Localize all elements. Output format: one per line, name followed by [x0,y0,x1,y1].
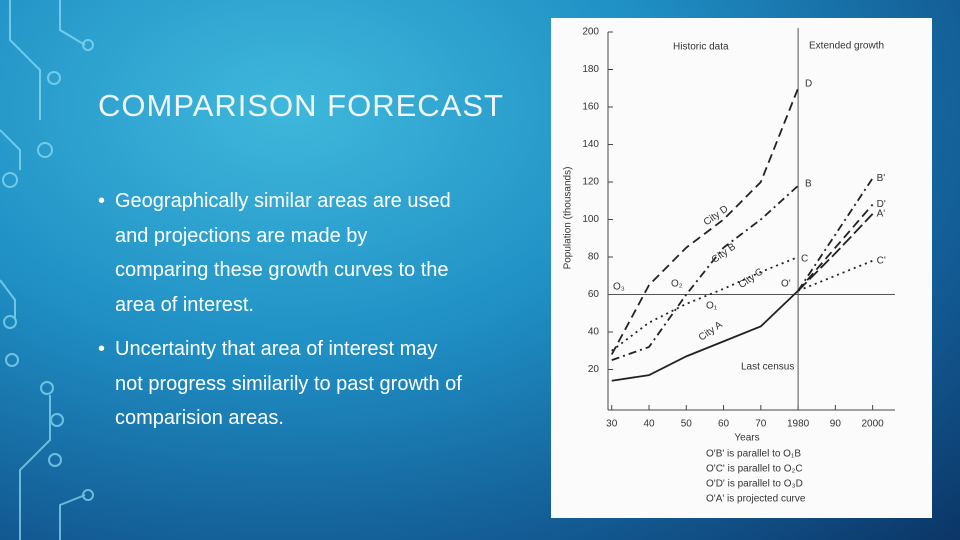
x-axis-label: Years [734,433,759,444]
y-tick-label: 140 [582,139,599,150]
annotation: O₃ [613,282,625,293]
y-tick-label: 20 [588,364,600,375]
figure-background [551,18,932,518]
annotation: Historic data [673,42,729,53]
y-tick-label: 120 [582,177,599,188]
x-tick-label: 60 [718,419,730,430]
annotation: C [801,254,808,265]
y-tick-label: 200 [582,27,599,38]
x-tick-label: 1980 [787,419,810,430]
annotation: Extended growth [809,41,884,52]
bullet-line: comparision areas. [115,407,284,429]
y-tick-label: 160 [582,102,599,113]
annotation: Last census [741,362,794,373]
note: O'B' is parallel to O₁B [706,449,801,460]
annotation: B [805,179,812,190]
y-tick-label: 60 [588,289,600,300]
bullet-marker: • [98,190,106,212]
circuit-decoration [0,0,94,540]
x-tick-label: 90 [830,419,842,430]
y-tick-label: 180 [582,64,599,75]
x-tick-label: 40 [643,419,655,430]
note: O'C' is parallel to O₂C [706,464,803,475]
series-label: D' [877,199,886,210]
annotation: O' [781,279,791,290]
series-line [611,290,799,382]
annotation: D [805,79,812,90]
series-line [611,256,799,352]
y-tick-label: 100 [582,214,599,225]
annotation: O₂ [671,279,683,290]
slide-title: COMPARISON FORECAST [98,88,504,123]
x-tick-label: 30 [606,419,618,430]
series-line [797,259,873,292]
chart: Historic data Extended growth Last censu… [551,18,932,518]
series-line [797,177,874,292]
note: O'D' is parallel to O₃D [706,479,803,490]
bullet: • Uncertainty that area of interest may no… [98,332,462,436]
y-tick-label: 80 [588,252,600,263]
bullet-line: not progress similarily to past growth o… [115,372,462,395]
series-label: C' [877,255,886,266]
bullet-line: comparing these growth curves to the [115,259,449,281]
bullet-marker: • [98,338,106,360]
x-tick-label: 50 [681,419,693,430]
series-line [797,213,874,292]
bullet-line: Geographically similar areas are used [115,190,451,212]
x-tick-label: 70 [755,419,767,430]
x-tick-label: 2000 [862,419,885,430]
series-line [611,185,799,361]
series-label: B' [877,173,886,184]
bullet-line: area of interest. [115,293,254,316]
series-line [797,203,874,292]
bullet-line: Uncertainty that area of interest may [115,338,438,360]
bullet: • Geographically similar areas are used an… [98,184,451,322]
annotation: O₁ [706,301,718,312]
note: O'A' is projected curve [706,494,806,505]
y-axis-label: Population (thousands) [563,167,574,270]
y-tick-label: 40 [588,327,600,338]
series-line [610,87,799,355]
bullet-line: and projections are made by [115,224,368,247]
series-label: A' [877,209,886,220]
